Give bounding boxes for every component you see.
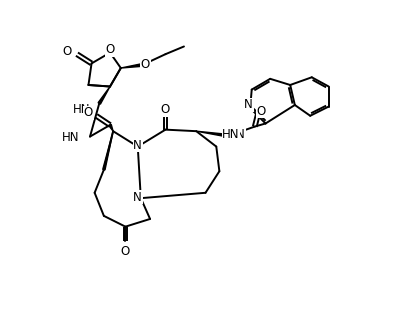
Text: HN: HN <box>62 131 79 144</box>
Text: O: O <box>62 45 72 57</box>
Text: H: H <box>231 132 239 142</box>
Polygon shape <box>98 86 110 104</box>
Text: O: O <box>161 103 170 116</box>
Polygon shape <box>103 131 113 170</box>
Text: O: O <box>121 245 130 258</box>
Text: N: N <box>133 138 142 152</box>
Text: N: N <box>244 98 253 112</box>
Text: HN: HN <box>72 103 90 116</box>
Polygon shape <box>109 124 113 131</box>
Text: HN: HN <box>222 128 240 141</box>
Text: O: O <box>84 106 93 119</box>
Polygon shape <box>196 131 229 137</box>
Polygon shape <box>121 64 143 68</box>
Text: N: N <box>236 128 245 141</box>
Text: N: N <box>133 191 142 204</box>
Text: O: O <box>141 58 150 72</box>
Text: O: O <box>256 104 265 118</box>
Text: O: O <box>105 43 115 56</box>
